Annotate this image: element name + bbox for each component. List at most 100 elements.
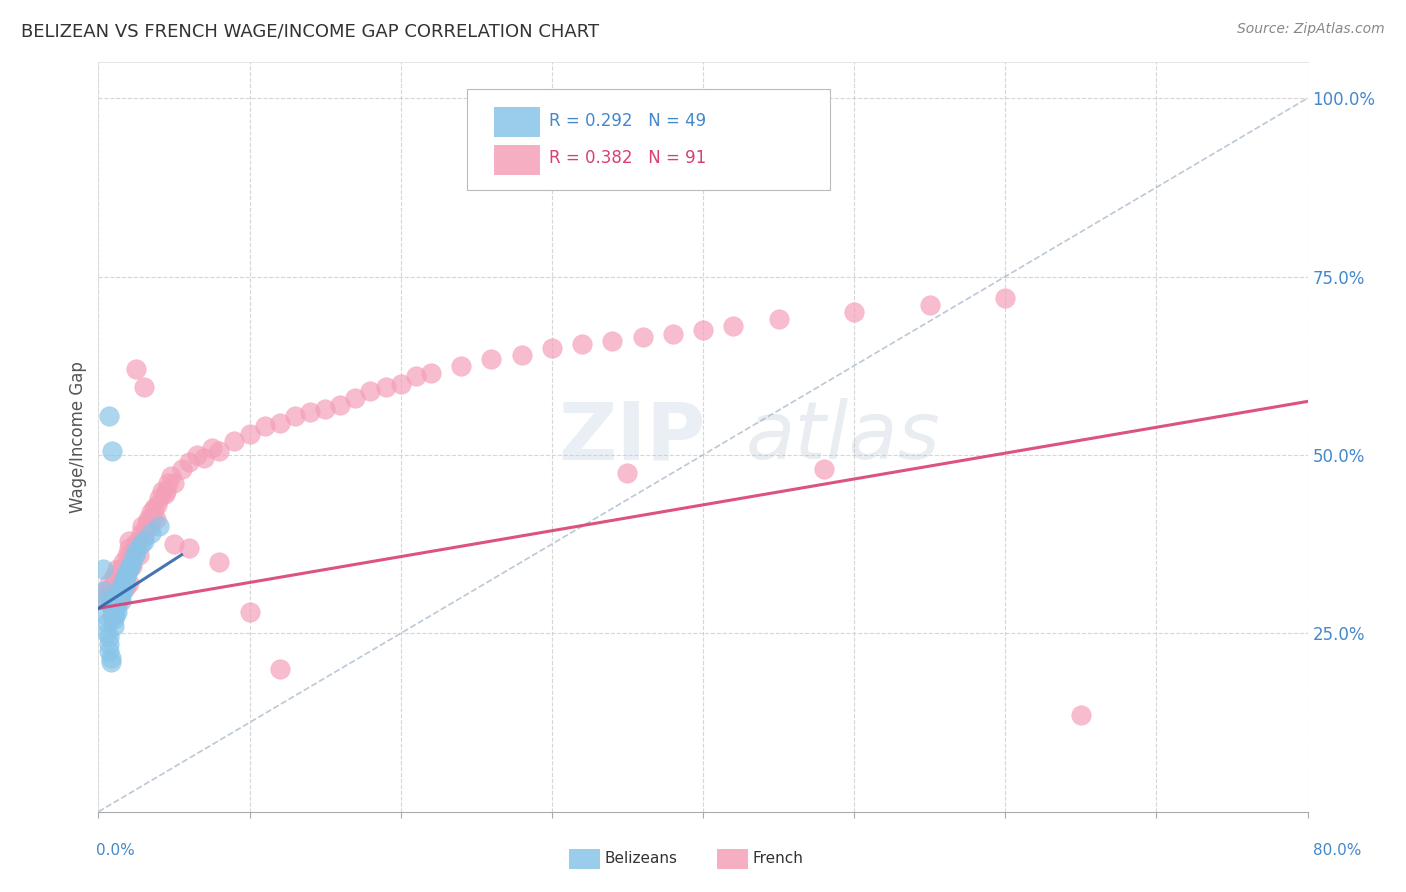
- Point: [112, 569, 135, 583]
- Point: [128, 548, 150, 562]
- Point: [510, 348, 533, 362]
- Point: [93, 587, 115, 601]
- Point: [124, 537, 146, 551]
- Point: [124, 548, 146, 562]
- Point: [118, 541, 141, 555]
- Text: 0.0%: 0.0%: [96, 843, 135, 858]
- Point: [108, 591, 131, 605]
- Point: [110, 562, 132, 576]
- Point: [389, 376, 412, 391]
- Point: [329, 398, 352, 412]
- Point: [129, 526, 152, 541]
- Point: [121, 558, 143, 573]
- Point: [179, 541, 201, 555]
- FancyBboxPatch shape: [467, 88, 830, 190]
- Point: [101, 444, 124, 458]
- Point: [104, 594, 127, 608]
- Point: [111, 555, 134, 569]
- Text: Source: ZipAtlas.com: Source: ZipAtlas.com: [1237, 22, 1385, 37]
- Point: [104, 608, 127, 623]
- Point: [115, 548, 138, 562]
- Point: [114, 569, 136, 583]
- Point: [156, 476, 179, 491]
- Point: [108, 583, 131, 598]
- Point: [96, 594, 118, 608]
- Point: [103, 569, 125, 583]
- Point: [631, 330, 654, 344]
- Point: [153, 487, 176, 501]
- Point: [100, 655, 122, 669]
- Point: [94, 594, 117, 608]
- Point: [103, 591, 125, 605]
- Point: [107, 594, 129, 608]
- Point: [844, 305, 866, 319]
- Point: [118, 533, 141, 548]
- Point: [125, 541, 148, 555]
- Point: [141, 526, 163, 541]
- Text: 80.0%: 80.0%: [1313, 843, 1361, 858]
- Point: [344, 391, 367, 405]
- Point: [540, 341, 562, 355]
- Point: [142, 508, 165, 523]
- Point: [224, 434, 246, 448]
- Point: [450, 359, 472, 373]
- Point: [299, 405, 322, 419]
- Point: [125, 362, 148, 376]
- Point: [179, 455, 201, 469]
- Point: [94, 608, 117, 623]
- Point: [146, 498, 169, 512]
- Point: [269, 662, 291, 676]
- Point: [768, 312, 790, 326]
- Text: Belizeans: Belizeans: [605, 852, 678, 866]
- Point: [105, 605, 128, 619]
- Point: [405, 369, 427, 384]
- Point: [239, 426, 262, 441]
- Point: [136, 512, 159, 526]
- Point: [201, 441, 224, 455]
- Point: [253, 419, 276, 434]
- Text: BELIZEAN VS FRENCH WAGE/INCOME GAP CORRELATION CHART: BELIZEAN VS FRENCH WAGE/INCOME GAP CORRE…: [21, 22, 599, 40]
- Point: [112, 573, 135, 587]
- Point: [110, 580, 132, 594]
- Point: [103, 598, 125, 612]
- Point: [114, 580, 136, 594]
- Point: [139, 519, 162, 533]
- Point: [105, 562, 128, 576]
- Point: [104, 601, 127, 615]
- Point: [374, 380, 396, 394]
- Text: atlas: atlas: [745, 398, 941, 476]
- Point: [723, 319, 745, 334]
- Point: [481, 351, 503, 366]
- Point: [208, 444, 231, 458]
- Point: [284, 409, 307, 423]
- Point: [110, 587, 132, 601]
- Point: [141, 505, 163, 519]
- Point: [994, 291, 1017, 305]
- Point: [127, 533, 149, 548]
- Point: [98, 637, 121, 651]
- Point: [170, 462, 193, 476]
- Point: [98, 409, 121, 423]
- Point: [110, 576, 132, 591]
- Point: [107, 587, 129, 601]
- Point: [101, 594, 124, 608]
- Point: [115, 566, 138, 580]
- Point: [129, 537, 152, 551]
- Point: [813, 462, 835, 476]
- Point: [108, 591, 131, 605]
- Point: [98, 576, 121, 591]
- Point: [111, 576, 134, 591]
- Point: [616, 466, 638, 480]
- Point: [105, 598, 128, 612]
- Point: [134, 523, 156, 537]
- Point: [160, 469, 183, 483]
- Point: [661, 326, 683, 341]
- Point: [193, 451, 215, 466]
- Point: [101, 580, 124, 594]
- Point: [602, 334, 624, 348]
- Text: R = 0.292   N = 49: R = 0.292 N = 49: [550, 112, 707, 130]
- Text: R = 0.382   N = 91: R = 0.382 N = 91: [550, 149, 707, 168]
- Point: [918, 298, 941, 312]
- Point: [101, 608, 124, 623]
- FancyBboxPatch shape: [494, 107, 540, 137]
